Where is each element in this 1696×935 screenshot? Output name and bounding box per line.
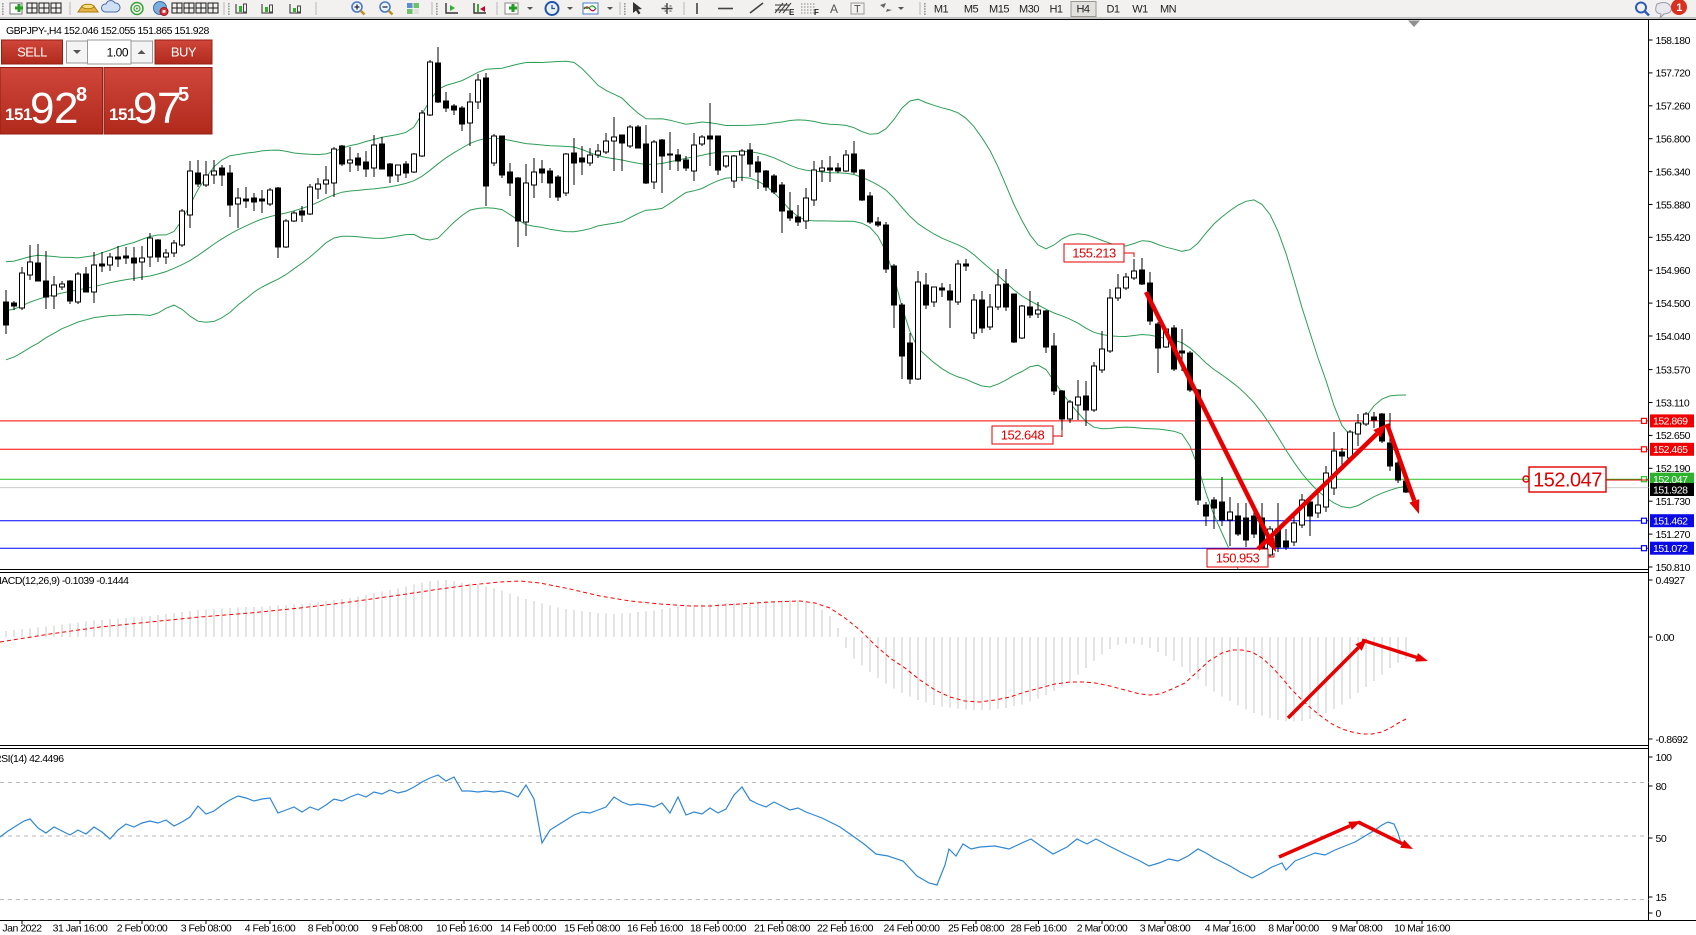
svg-text:D1: D1 (1106, 4, 1119, 16)
svg-text:9 Feb 08:00: 9 Feb 08:00 (372, 923, 423, 935)
svg-text:100: 100 (1656, 752, 1673, 764)
svg-text:9 Mar 08:00: 9 Mar 08:00 (1332, 923, 1383, 935)
svg-text:92: 92 (30, 84, 78, 133)
svg-text:152.648: 152.648 (1001, 428, 1045, 443)
svg-text:154.960: 154.960 (1656, 265, 1691, 277)
svg-text:10 Feb 16:00: 10 Feb 16:00 (436, 923, 493, 935)
svg-text:3 Feb 08:00: 3 Feb 08:00 (181, 923, 232, 935)
svg-text:157.260: 157.260 (1656, 101, 1691, 113)
svg-text:M5: M5 (964, 4, 979, 16)
svg-text:5: 5 (178, 84, 189, 106)
svg-text:155.213: 155.213 (1072, 246, 1116, 261)
svg-text:154.040: 154.040 (1656, 331, 1691, 343)
svg-text:E: E (789, 8, 795, 17)
svg-text:0: 0 (1656, 908, 1662, 920)
svg-text:152.047: 152.047 (1533, 470, 1602, 492)
svg-text:1: 1 (1676, 2, 1682, 14)
svg-text:151: 151 (5, 105, 32, 124)
svg-text:GBPJPY-,H4 152.046 152.055 15: GBPJPY-,H4 152.046 152.055 151.865 151.9… (6, 25, 209, 37)
svg-text:8 Feb 00:00: 8 Feb 00:00 (308, 923, 359, 935)
svg-text:A: A (830, 2, 838, 16)
svg-text:0.4927: 0.4927 (1656, 575, 1686, 587)
svg-text:151.072: 151.072 (1653, 543, 1688, 555)
svg-text:RSI(14) 42.4496: RSI(14) 42.4496 (0, 753, 64, 765)
svg-text:151.730: 151.730 (1656, 496, 1691, 508)
svg-text:MN: MN (1160, 4, 1177, 16)
svg-text:156.800: 156.800 (1656, 134, 1691, 146)
svg-text:152.190: 152.190 (1656, 463, 1691, 475)
svg-text:158.180: 158.180 (1656, 35, 1691, 47)
svg-text:31 Jan 16:00: 31 Jan 16:00 (53, 923, 108, 935)
svg-text:H4: H4 (1076, 4, 1089, 16)
svg-text:15 Feb 08:00: 15 Feb 08:00 (564, 923, 621, 935)
svg-text:0.00: 0.00 (1656, 632, 1675, 644)
svg-text:1.00: 1.00 (107, 46, 129, 60)
svg-text:15: 15 (1656, 892, 1667, 904)
svg-text:50: 50 (1656, 833, 1667, 845)
svg-text:M1: M1 (934, 4, 949, 16)
svg-text:8: 8 (76, 84, 87, 106)
svg-text:152.869: 152.869 (1653, 416, 1688, 428)
svg-text:Jan 2022: Jan 2022 (2, 923, 42, 935)
svg-text:14 Feb 00:00: 14 Feb 00:00 (500, 923, 557, 935)
svg-text:151: 151 (109, 105, 136, 124)
svg-text:T: T (854, 4, 861, 16)
svg-text:80: 80 (1656, 781, 1667, 793)
svg-text:28 Feb 16:00: 28 Feb 16:00 (1011, 923, 1068, 935)
svg-text:MACD(12,26,9) -0.1039 -0.1444: MACD(12,26,9) -0.1039 -0.1444 (0, 575, 129, 587)
svg-text:150.953: 150.953 (1216, 551, 1260, 566)
svg-text:M15: M15 (989, 4, 1009, 16)
svg-text:97: 97 (133, 84, 181, 133)
svg-text:H1: H1 (1049, 4, 1062, 16)
svg-text:M30: M30 (1019, 4, 1039, 16)
svg-text:W1: W1 (1132, 4, 1148, 16)
svg-text:10 Mar 16:00: 10 Mar 16:00 (1394, 923, 1451, 935)
svg-text:2 Mar 00:00: 2 Mar 00:00 (1077, 923, 1128, 935)
svg-text:25 Feb 08:00: 25 Feb 08:00 (948, 923, 1005, 935)
svg-text:F: F (814, 8, 819, 17)
svg-text:SELL: SELL (17, 45, 47, 60)
svg-text:155.880: 155.880 (1656, 199, 1691, 211)
svg-text:157.720: 157.720 (1656, 68, 1691, 80)
svg-text:4 Feb 16:00: 4 Feb 16:00 (245, 923, 296, 935)
svg-text:18 Feb 00:00: 18 Feb 00:00 (690, 923, 747, 935)
svg-text:-0.8692: -0.8692 (1656, 734, 1689, 746)
svg-text:151.462: 151.462 (1653, 516, 1688, 528)
svg-text:BUY: BUY (171, 45, 197, 60)
svg-text:155.420: 155.420 (1656, 232, 1691, 244)
svg-text:153.570: 153.570 (1656, 364, 1691, 376)
svg-text:153.110: 153.110 (1656, 397, 1690, 409)
svg-text:150.810: 150.810 (1656, 562, 1691, 574)
svg-text:152.465: 152.465 (1653, 444, 1688, 456)
svg-text:24 Feb 00:00: 24 Feb 00:00 (884, 923, 941, 935)
svg-text:152.650: 152.650 (1656, 430, 1691, 442)
svg-text:151.270: 151.270 (1656, 529, 1691, 541)
svg-text:8 Mar 00:00: 8 Mar 00:00 (1268, 923, 1319, 935)
svg-text:16 Feb 16:00: 16 Feb 16:00 (627, 923, 684, 935)
svg-text:22 Feb 16:00: 22 Feb 16:00 (817, 923, 874, 935)
svg-text:21 Feb 08:00: 21 Feb 08:00 (754, 923, 811, 935)
svg-text:2 Feb 00:00: 2 Feb 00:00 (117, 923, 168, 935)
svg-text:154.500: 154.500 (1656, 298, 1691, 310)
svg-text:151.928: 151.928 (1653, 484, 1688, 496)
svg-text:156.340: 156.340 (1656, 166, 1691, 178)
svg-text:3 Mar 08:00: 3 Mar 08:00 (1140, 923, 1191, 935)
svg-text:4 Mar 16:00: 4 Mar 16:00 (1205, 923, 1256, 935)
